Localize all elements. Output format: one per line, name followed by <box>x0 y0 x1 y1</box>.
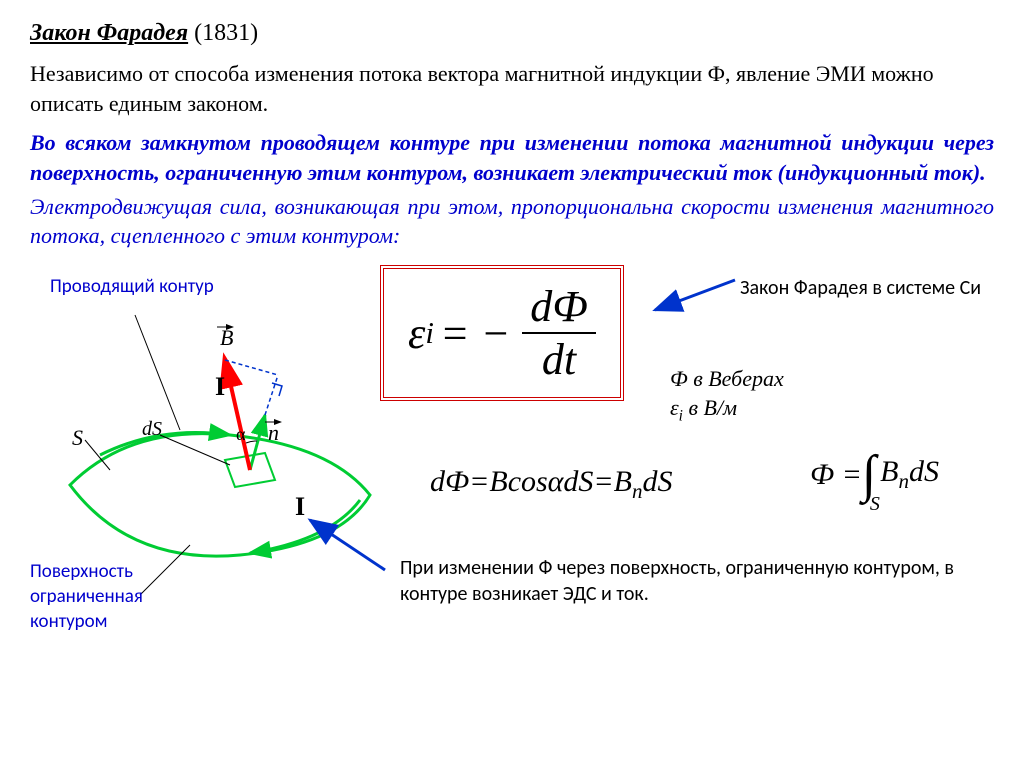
integral-formula: Ф = ∫S BndS <box>810 445 939 504</box>
svg-text:B: B <box>220 325 233 350</box>
svg-text:S: S <box>72 425 83 450</box>
arrow-to-formula <box>645 270 745 320</box>
bottom-caption: При изменении Ф через поверхность, огран… <box>400 555 960 607</box>
diagram-container: S dS B n α I I Проводящий контур Поверхн… <box>30 265 400 630</box>
law-bold-text: Во всяком замкнутом проводящем контуре п… <box>30 128 994 187</box>
svg-text:α: α <box>236 424 246 444</box>
svg-text:dS: dS <box>142 418 162 440</box>
formula-eq: = − <box>440 308 510 359</box>
formula-num: dФ <box>522 281 595 334</box>
faraday-formula-box: εi = − dФ dt <box>380 265 624 401</box>
law-plain-text: Электродвижущая сила, возникающая при эт… <box>30 192 994 251</box>
units-block: Ф в Веберах εi в В/м <box>670 365 784 426</box>
title-bold: Закон Фарадея <box>30 20 188 46</box>
dflux-formula: dФ=BcosαdS=BndS <box>430 465 673 504</box>
label-contour: Проводящий контур <box>50 275 214 300</box>
formula-fraction: dФ dt <box>522 281 595 385</box>
integral-sign: ∫S <box>862 445 876 504</box>
intro-text: Независимо от способа изменения потока в… <box>30 59 994 118</box>
content-row: S dS B n α I I Проводящий контур Поверхн… <box>30 265 994 635</box>
svg-text:I: I <box>295 492 305 521</box>
si-label: Закон Фарадея в системе Си <box>740 275 981 301</box>
page-title: Закон Фарадея (1831) <box>30 20 994 47</box>
svg-text:I: I <box>215 372 225 401</box>
formula-den: dt <box>534 334 584 385</box>
label-surface: Поверхность ограниченная контуром <box>30 560 180 634</box>
units-line2: εi в В/м <box>670 394 784 426</box>
formula-lhs-sub: i <box>425 316 434 351</box>
formula-lhs: ε <box>408 308 425 359</box>
title-year: (1831) <box>194 20 258 46</box>
svg-text:n: n <box>268 420 279 445</box>
units-line1: Ф в Веберах <box>670 365 784 394</box>
faraday-formula: εi = − dФ dt <box>408 281 596 385</box>
